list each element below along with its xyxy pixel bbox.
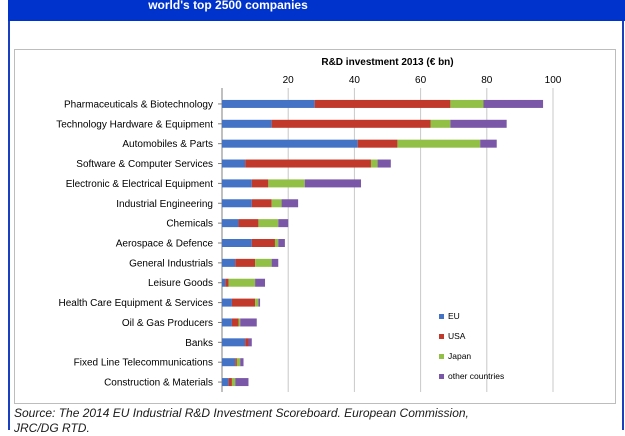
bar-segment-usa [245, 159, 371, 168]
bar-segment-other-countries [377, 159, 391, 168]
bar-segment-eu [222, 358, 236, 367]
chart-title: R&D investment 2013 (€ bn) [321, 57, 453, 68]
bar-segment-japan [231, 378, 236, 387]
bar-segment-other-countries [278, 219, 289, 228]
bar-segment-other-countries [480, 139, 497, 148]
category-label: Aerospace & Defence [116, 239, 214, 250]
category-label: Electronic & Electrical Equipment [66, 179, 214, 190]
chart-area: R&D investment 2013 (€ bn) 20 40 60 80 100 Pha… [14, 49, 616, 404]
legend-swatch [439, 354, 444, 359]
x-tick-label: 40 [349, 75, 361, 86]
source-note-continued: JRC/DG RTD. [14, 421, 90, 435]
category-label: Software & Computer Services [76, 159, 213, 170]
rd-investment-chart: R&D investment 2013 (€ bn) 20 40 60 80 100 Pha… [56, 57, 562, 392]
legend-label: EU [448, 311, 460, 321]
bar-segment-eu [222, 179, 252, 188]
x-tick-label: 100 [545, 75, 562, 86]
bar-segment-usa [251, 199, 272, 208]
bar-segment-eu [222, 338, 246, 347]
header-bar: world's top 2500 companies [8, 0, 625, 21]
bar-segment-japan [450, 99, 484, 108]
bar-segment-usa [235, 358, 237, 367]
bar-segment-other-countries [281, 199, 299, 208]
bar-segment-other-countries [304, 179, 362, 188]
bar-segment-other-countries [271, 258, 279, 267]
legend-label: other countries [448, 371, 504, 381]
bar-segment-usa [238, 219, 259, 228]
bar-segment-usa [314, 99, 451, 108]
category-label: Oil & Gas Producers [122, 318, 213, 329]
bar-segment-other-countries [240, 358, 244, 367]
bar-segment-japan [370, 159, 378, 168]
bar-segment-eu [222, 318, 232, 327]
bar-segment-other-countries [483, 99, 544, 108]
category-label: General Industrials [129, 258, 213, 269]
bar-segment-usa [225, 278, 229, 287]
bar-segment-eu [222, 139, 358, 148]
bar-segment-usa [357, 139, 398, 148]
bar-segment-usa [231, 298, 256, 307]
bar-segment-usa [245, 338, 249, 347]
bar-segment-japan [397, 139, 481, 148]
bar-segment-eu [222, 99, 315, 108]
bar-segment-japan [430, 119, 451, 128]
category-label: Industrial Engineering [116, 199, 213, 210]
source-note: Source: The 2014 EU Industrial R&D Inves… [14, 406, 469, 420]
bar-segment-other-countries [235, 378, 249, 387]
bar-segment-eu [222, 298, 232, 307]
bar-segment-eu [222, 378, 229, 387]
legend-swatch [439, 374, 444, 379]
bar-segment-other-countries [258, 298, 261, 307]
bar-segment-other-countries [240, 318, 257, 327]
bar-segment-usa [231, 318, 239, 327]
bar-segment-other-countries [248, 338, 252, 347]
bar-segment-japan [271, 199, 282, 208]
bar-segment-japan [236, 358, 241, 367]
bar-segment-japan [255, 258, 272, 267]
bar-segment-usa [271, 119, 431, 128]
bar-segment-japan [228, 278, 256, 287]
bar-segment-japan [274, 239, 279, 247]
bar-segment-eu [222, 278, 226, 287]
category-label: Automobiles & Parts [122, 139, 213, 150]
category-label: Technology Hardware & Equipment [56, 119, 213, 130]
bar-segment-eu [222, 219, 239, 228]
bar-segment-usa [251, 179, 269, 188]
bar-segment-usa [228, 378, 232, 387]
legend-label: USA [448, 331, 466, 341]
category-label: Pharmaceuticals & Biotechnology [64, 99, 213, 110]
bar-segment-eu [222, 159, 246, 168]
bar-segment-other-countries [255, 278, 266, 287]
category-label: Construction & Materials [104, 378, 213, 389]
legend-swatch [439, 334, 444, 339]
x-tick-label: 60 [415, 75, 427, 86]
category-label: Leisure Goods [148, 278, 213, 289]
page-title: world's top 2500 companies [148, 0, 308, 12]
category-label: Banks [185, 338, 213, 349]
legend-swatch [439, 314, 444, 319]
bar-segment-other-countries [450, 119, 507, 128]
category-label: Fixed Line Telecommunications [74, 358, 213, 369]
category-label: Health Care Equipment & Services [58, 298, 213, 309]
bar-segment-eu [222, 199, 252, 208]
bar-segment-japan [255, 298, 259, 307]
x-tick-label: 80 [481, 75, 493, 86]
bar-segment-usa [235, 258, 256, 267]
bar-segment-japan [258, 219, 279, 228]
legend-label: Japan [448, 351, 471, 361]
bar-segment-japan [238, 318, 241, 327]
bar-segment-eu [222, 258, 236, 267]
bar-segment-eu [222, 239, 252, 247]
bar-segment-eu [222, 119, 272, 128]
category-label: Chemicals [166, 219, 213, 230]
x-tick-label: 20 [283, 75, 295, 86]
bar-segment-japan [268, 179, 305, 188]
bar-segment-other-countries [278, 239, 285, 247]
bar-segment-usa [251, 239, 275, 247]
figure-panel: R&D investment 2013 (€ bn) 20 40 60 80 100 Pha… [8, 21, 624, 430]
